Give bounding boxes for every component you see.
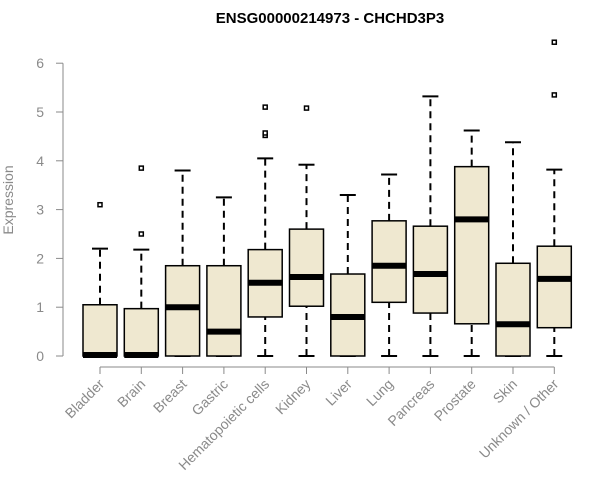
- y-tick-label: 0: [36, 348, 44, 364]
- box-unknown-other: [536, 39, 573, 357]
- y-axis-label: Expression: [0, 165, 16, 234]
- category-label: Breast: [150, 376, 190, 416]
- category-label: Bladder: [62, 376, 108, 422]
- chart-title: ENSG00000214973 - CHCHD3P3: [216, 10, 444, 27]
- box-lung: [371, 173, 407, 357]
- category-label: Prostate: [431, 376, 479, 424]
- box-brain: [123, 165, 160, 359]
- box-bladder: [82, 201, 118, 359]
- iqr-box: [82, 304, 118, 357]
- outlier-point: [138, 231, 145, 237]
- plot-area: [82, 39, 573, 359]
- y-tick-label: 5: [36, 104, 44, 120]
- iqr-box: [206, 264, 242, 357]
- box-skin: [495, 141, 531, 357]
- category-label: Brain: [114, 376, 148, 410]
- outlier-point: [551, 39, 558, 45]
- y-axis: 0 1 2 3 4 5 6: [36, 55, 64, 364]
- y-tick-label: 3: [36, 202, 44, 218]
- outlier-point: [551, 92, 558, 98]
- category-label: Skin: [490, 376, 521, 407]
- box-hematopoietic-cells: [247, 104, 283, 357]
- iqr-box: [288, 228, 325, 307]
- iqr-box: [412, 225, 449, 314]
- category-label: Lung: [363, 376, 396, 409]
- box-gastric: [206, 196, 242, 357]
- iqr-box: [164, 264, 201, 357]
- box-breast: [164, 169, 201, 357]
- iqr-box: [453, 165, 490, 325]
- outlier-point: [262, 130, 268, 136]
- iqr-box: [495, 262, 531, 357]
- iqr-box: [123, 307, 160, 357]
- y-tick-label: 4: [36, 153, 44, 169]
- outlier-point: [138, 165, 145, 171]
- category-label: Liver: [322, 376, 355, 409]
- y-tick-label: 6: [36, 55, 44, 71]
- box-kidney: [288, 105, 325, 357]
- outlier-point: [262, 104, 268, 110]
- outlier-point: [97, 201, 103, 208]
- category-label: Kidney: [272, 376, 314, 418]
- y-tick-label: 2: [36, 250, 44, 266]
- outlier-point: [303, 105, 310, 111]
- box-liver: [330, 193, 366, 357]
- box-pancreas: [412, 95, 449, 357]
- y-tick-label: 1: [36, 299, 44, 315]
- iqr-box: [536, 245, 573, 329]
- box-prostate: [453, 129, 490, 357]
- iqr-box: [371, 220, 407, 304]
